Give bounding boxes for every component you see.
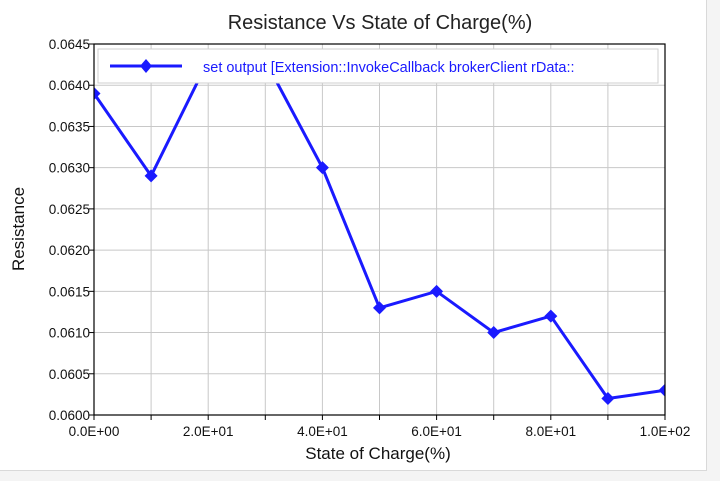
x-tick-label: 1.0E+02 [640, 424, 691, 439]
y-tick-label: 0.0615 [49, 284, 90, 299]
chart-title: Resistance Vs State of Charge(%) [228, 12, 533, 34]
x-tick-label: 0.0E+00 [69, 424, 120, 439]
data-point-marker [94, 86, 101, 100]
y-axis-tick-labels: 0.0600 0.0605 0.0610 0.0615 0.0620 0.0625 0.06… [49, 37, 90, 423]
y-tick-label: 0.0625 [49, 202, 90, 217]
legend-diamond-marker [140, 59, 152, 73]
data-point-marker [315, 161, 329, 175]
data-point-marker [544, 309, 558, 323]
legend-box [97, 48, 659, 84]
y-tick-label: 0.0630 [49, 161, 90, 176]
data-point-marker [601, 392, 615, 406]
data-point-marker [487, 326, 501, 340]
legend-label: set output [Extension::InvokeCallback br… [203, 60, 575, 76]
x-tick-label: 2.0E+01 [183, 424, 234, 439]
x-tick-label: 6.0E+01 [411, 424, 462, 439]
data-point-marker [373, 301, 386, 315]
y-tick-label: 0.0610 [49, 326, 90, 341]
y-tick-label: 0.0605 [49, 367, 90, 382]
y-tick-label: 0.0635 [49, 119, 90, 134]
tick-marks [89, 43, 666, 420]
y-axis-label: Resistance [9, 187, 28, 271]
x-tick-label: 8.0E+01 [525, 424, 576, 439]
y-tick-label: 0.0620 [49, 243, 90, 258]
data-point-marker [658, 383, 665, 397]
y-tick-label: 0.0645 [49, 37, 90, 52]
y-tick-label: 0.0640 [49, 78, 90, 93]
data-point-marker [144, 169, 158, 183]
data-point-marker [430, 284, 444, 298]
legend: set output [Extension::InvokeCallback br… [97, 48, 659, 84]
line-chart: set output [Extension::InvokeCallback br… [9, 12, 691, 463]
chart-panel: set output [Extension::InvokeCallback br… [0, 0, 707, 471]
x-tick-label: 4.0E+01 [297, 424, 348, 439]
x-axis-tick-labels: 0.0E+00 2.0E+01 4.0E+01 6.0E+01 8.0E+01 1.0E+… [69, 424, 691, 439]
x-axis-label: State of Charge(%) [305, 444, 451, 463]
y-tick-label: 0.0600 [49, 408, 90, 423]
